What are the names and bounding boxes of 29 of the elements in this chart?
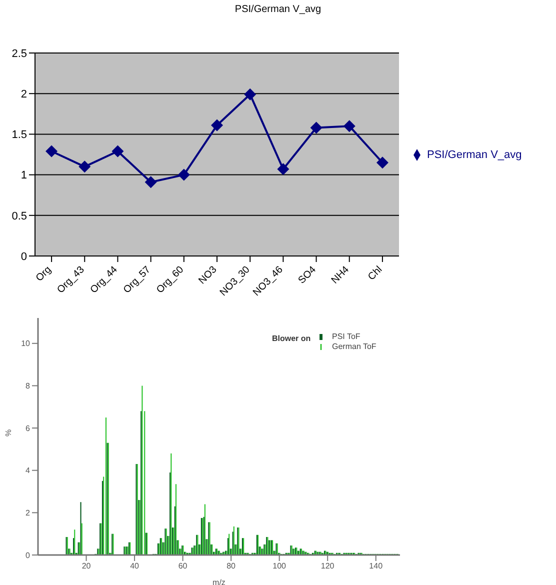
- x-tick-label: Chl: [366, 264, 385, 283]
- x-tick-label: 20: [82, 562, 92, 571]
- annotation: Blower on: [272, 334, 311, 343]
- y-tick-label: 4: [26, 466, 31, 476]
- y-tick-label: 6: [26, 424, 31, 433]
- x-tick-label: 80: [226, 562, 236, 571]
- y-tick-label: 1: [20, 170, 27, 182]
- x-tick-label: SO4: [296, 264, 319, 286]
- y-axis-title: %: [4, 429, 13, 436]
- y-tick-label: 0: [26, 550, 31, 560]
- y-tick-label: 2: [20, 88, 27, 101]
- legend-label: PSI ToF: [332, 332, 360, 342]
- x-axis-title: m/z: [212, 578, 226, 585]
- y-tick-label: 0: [20, 250, 27, 263]
- x-tick-label: 60: [178, 562, 188, 571]
- x-tick-label: 100: [272, 562, 287, 571]
- x-tick-label: Org: [34, 264, 54, 284]
- y-tick-label: 10: [21, 339, 31, 348]
- legend-label: PSI/German V_avg: [427, 148, 522, 161]
- x-tick-label: 120: [320, 562, 335, 571]
- chart-title: PSI/German V_avg: [234, 4, 322, 15]
- y-tick-label: 8: [26, 382, 31, 391]
- legend-label: German ToF: [332, 342, 376, 352]
- y-tick-label: 2.5: [12, 48, 27, 60]
- y-tick-label: 0.5: [12, 210, 27, 222]
- y-tick-label: 1.5: [12, 129, 27, 142]
- y-tick-label: 2: [26, 508, 31, 518]
- x-tick-label: 40: [130, 562, 140, 571]
- x-tick-label: 140: [369, 562, 384, 571]
